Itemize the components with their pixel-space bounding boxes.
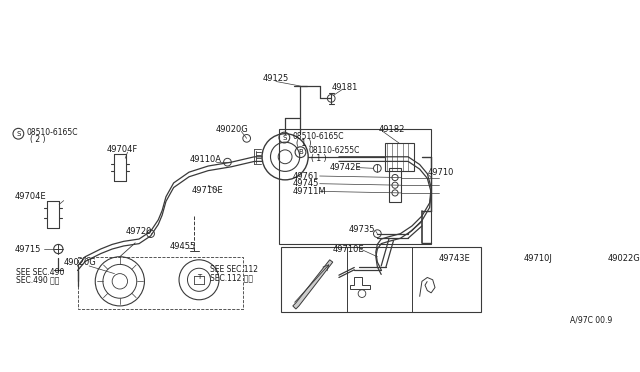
Text: 49020G: 49020G bbox=[64, 259, 97, 267]
Text: 49704E: 49704E bbox=[15, 192, 46, 201]
Text: 49743E: 49743E bbox=[439, 254, 470, 263]
Text: SEE SEC.490: SEE SEC.490 bbox=[16, 267, 65, 277]
Text: 49710E: 49710E bbox=[191, 186, 223, 195]
Text: 49022G: 49022G bbox=[608, 254, 640, 263]
Text: 49710: 49710 bbox=[428, 168, 454, 177]
Text: T: T bbox=[197, 274, 201, 280]
Text: 49711M: 49711M bbox=[292, 187, 326, 196]
Text: 08110-6255C: 08110-6255C bbox=[308, 146, 360, 155]
Text: 49181: 49181 bbox=[332, 83, 358, 92]
Text: 49125: 49125 bbox=[263, 74, 289, 83]
Text: SEE SEC.112: SEE SEC.112 bbox=[210, 265, 258, 274]
Text: 49742E: 49742E bbox=[330, 163, 362, 172]
Text: 08510-6165C: 08510-6165C bbox=[292, 132, 344, 141]
Text: S: S bbox=[282, 135, 287, 141]
Text: 49720: 49720 bbox=[125, 227, 152, 236]
Text: 49715: 49715 bbox=[15, 244, 41, 254]
Text: 49710E: 49710E bbox=[333, 244, 364, 254]
Bar bbox=[385, 143, 414, 171]
Text: SEC.490 参照: SEC.490 参照 bbox=[16, 275, 60, 284]
Text: 49704F: 49704F bbox=[107, 145, 138, 154]
Text: 49020G: 49020G bbox=[215, 125, 248, 134]
Text: 49110A: 49110A bbox=[190, 155, 222, 164]
Text: ( 2 ): ( 2 ) bbox=[30, 135, 45, 144]
Bar bbox=[279, 129, 431, 244]
Text: 49455: 49455 bbox=[170, 242, 196, 251]
Text: S: S bbox=[16, 131, 20, 137]
Text: 49761: 49761 bbox=[292, 171, 319, 180]
Bar bbox=[281, 247, 481, 312]
Text: 49710J: 49710J bbox=[524, 254, 552, 263]
Text: A/97C 00.9: A/97C 00.9 bbox=[570, 315, 612, 324]
Text: 49745: 49745 bbox=[292, 179, 319, 188]
Text: B: B bbox=[298, 149, 303, 155]
Text: 49182: 49182 bbox=[379, 125, 405, 134]
Text: ( 1 ): ( 1 ) bbox=[296, 139, 312, 148]
Text: SEC.112 参照: SEC.112 参照 bbox=[210, 273, 253, 282]
Bar bbox=[389, 168, 401, 202]
Text: 08510-6165C: 08510-6165C bbox=[26, 128, 77, 137]
Polygon shape bbox=[292, 260, 333, 309]
Text: ( 1 ): ( 1 ) bbox=[311, 154, 327, 163]
Text: 49735: 49735 bbox=[349, 225, 376, 234]
Bar bbox=[77, 257, 243, 309]
